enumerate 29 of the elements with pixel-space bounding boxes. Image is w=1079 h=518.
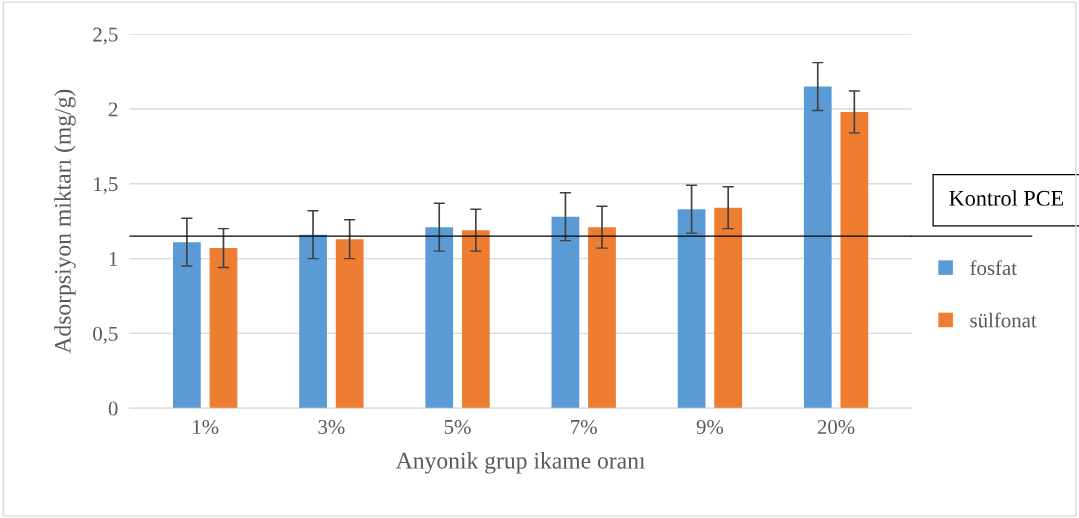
bar (173, 242, 201, 409)
bar (209, 248, 238, 409)
y-tick-label: 2 (108, 102, 118, 117)
y-tick-label: 1 (109, 252, 118, 266)
y-tick-label: 0 (108, 401, 118, 416)
bar (425, 227, 454, 409)
bar (588, 227, 616, 409)
y-tick-label: 2,5 (93, 27, 118, 45)
bar (803, 86, 832, 409)
bar (840, 111, 869, 409)
x-tick-label: 9% (696, 419, 724, 435)
legend-label: sülfonat (970, 312, 1037, 328)
bar (299, 234, 327, 409)
x-axis-title: Anyonik grup ikame oranı (395, 452, 646, 474)
bar (461, 230, 490, 409)
y-tick-label: 1,5 (94, 177, 118, 195)
bar (677, 209, 706, 409)
ref-line-label: Kontrol PCE (949, 190, 1063, 206)
legend-label: fosfat (970, 260, 1017, 276)
bar (551, 216, 580, 409)
x-tick-label: 20% (817, 419, 855, 435)
x-tick-label: 1% (193, 419, 219, 435)
y-tick-label: 0,5 (93, 326, 118, 344)
y-axis-title: Adsorpsiyon miktarı (mg/g) (54, 89, 76, 354)
x-tick-label: 5% (444, 419, 471, 435)
x-tick-label: 3% (318, 419, 345, 435)
bar (714, 207, 743, 409)
x-tick-label: 7% (571, 419, 597, 435)
bar (335, 239, 364, 409)
